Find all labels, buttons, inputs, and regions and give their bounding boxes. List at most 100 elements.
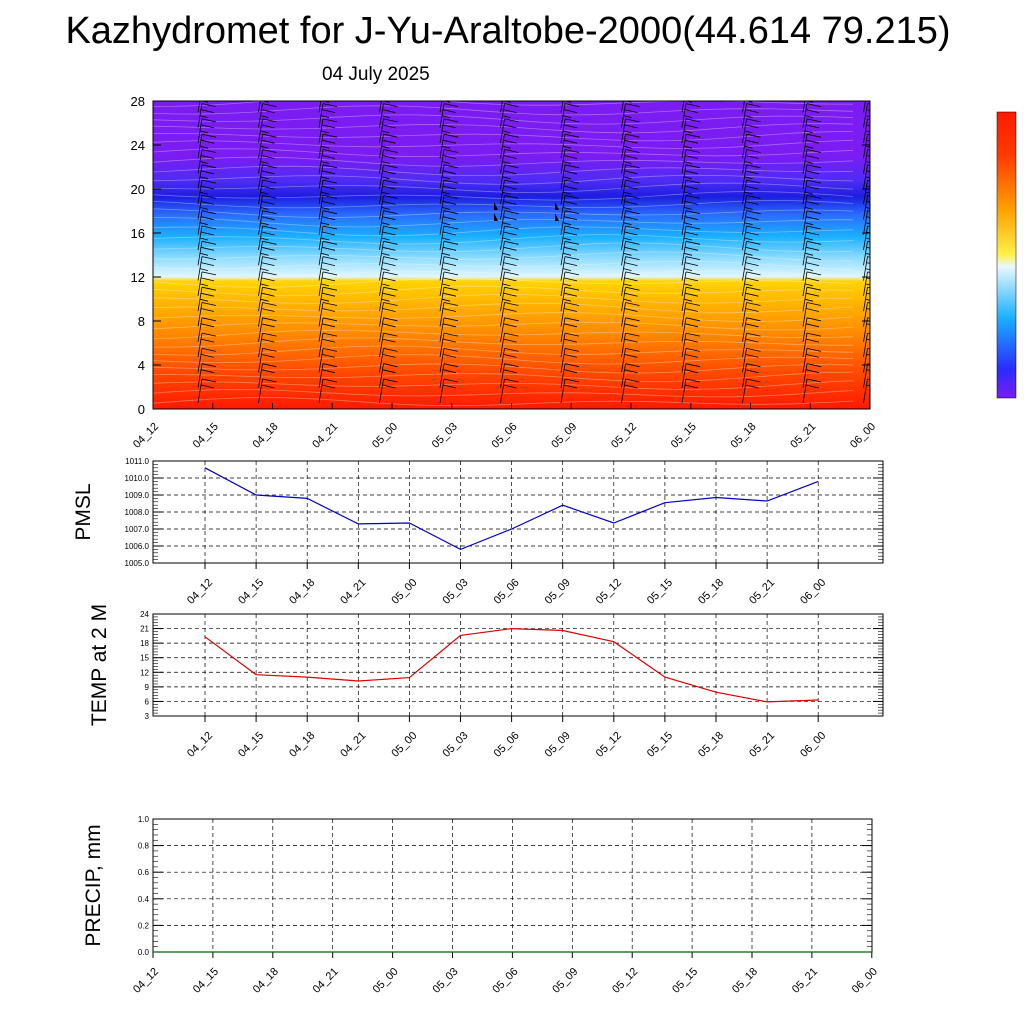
ytick-label: 1008.0 <box>125 508 150 517</box>
xtick-label: 05_03 <box>431 966 461 996</box>
wind-barb <box>439 240 459 266</box>
contour-line <box>153 345 854 356</box>
wind-barb <box>318 286 338 312</box>
contour-line <box>153 363 854 374</box>
cs-xtick-label: 04_21 <box>310 421 340 451</box>
wind-barb <box>439 348 459 373</box>
wind-barb <box>742 210 761 235</box>
cs-ytick-label: 24 <box>131 138 145 153</box>
wind-barb <box>318 225 338 251</box>
wind-barb <box>318 271 338 296</box>
wind-barb <box>681 302 701 327</box>
contour-line <box>153 234 854 245</box>
page-subtitle: 04 July 2025 <box>322 64 430 85</box>
wind-barb <box>681 164 701 189</box>
wind-barb <box>802 210 822 235</box>
wind-barb <box>379 164 398 189</box>
wind-barb <box>258 332 277 358</box>
wind-barb <box>439 378 459 404</box>
wind-barb <box>802 164 822 189</box>
wind-barb <box>681 225 701 251</box>
wind-barb <box>742 378 761 404</box>
xtick-label: 05_09 <box>550 966 580 996</box>
ytick-label: 0.4 <box>138 895 150 904</box>
wind-barb <box>197 363 217 388</box>
xtick-label: 05_21 <box>747 730 777 760</box>
wind-barb <box>681 103 701 128</box>
cs-xtick-label: 05_09 <box>549 421 579 451</box>
axis-title: TEMP at 2 M <box>88 604 111 726</box>
wind-barb <box>258 149 277 174</box>
wind-barb <box>379 332 398 358</box>
xtick-label: 05_00 <box>389 730 419 760</box>
wind-barb <box>318 332 338 358</box>
contour-line <box>153 312 854 323</box>
wind-barb <box>439 179 459 205</box>
cs-xtick-label: 06_00 <box>848 421 878 451</box>
cross-section-panel: 0 4 8 12 16 20 24 28 04_12 04_15 04_18 04_21 05_00 05… <box>131 94 879 451</box>
xtick-label: 05_18 <box>730 966 760 996</box>
wind-barb <box>500 149 519 174</box>
xtick-label: 05_12 <box>610 966 640 996</box>
wind-barb <box>379 302 398 327</box>
xtick-label: 05_12 <box>594 730 624 760</box>
panel-frame <box>152 613 884 717</box>
wind-barb <box>258 271 277 296</box>
wind-barb <box>560 149 580 174</box>
wind-barb <box>742 179 761 205</box>
wind-barb <box>197 240 217 266</box>
wind-barb <box>742 133 761 159</box>
wind-barb <box>681 286 701 312</box>
wind-barb <box>560 133 580 159</box>
wind-barb <box>258 164 277 189</box>
wind-barb <box>560 271 580 296</box>
ytick-label: 0.8 <box>138 842 150 851</box>
colorbar <box>996 111 1017 399</box>
ytick-label: 0.6 <box>138 868 150 877</box>
wind-barb <box>258 363 277 388</box>
ytick-label: 3 <box>145 712 150 721</box>
wind-barb <box>379 179 398 205</box>
axis-title: PRECIP, mm <box>82 824 105 946</box>
wind-barb <box>621 378 640 404</box>
ytick-label: 1006.0 <box>125 542 150 551</box>
wind-barb <box>621 332 640 358</box>
xtick-label: 05_15 <box>645 577 675 607</box>
wind-barb <box>621 240 640 266</box>
xtick-label: 04_12 <box>131 966 161 996</box>
wind-barb <box>560 348 580 373</box>
wind-barb <box>802 118 822 143</box>
xtick-label: 05_09 <box>543 577 573 607</box>
wind-barb <box>197 256 217 281</box>
xtick-label: 04_18 <box>287 730 317 760</box>
wind-barb <box>681 256 701 281</box>
wind-barb <box>802 302 822 327</box>
cs-ytick-label: 12 <box>131 270 145 285</box>
wind-barb <box>681 118 701 143</box>
wind-barb <box>802 103 822 128</box>
cs-ytick-label: 4 <box>138 358 145 373</box>
wind-barb <box>379 103 398 128</box>
cs-xtick-label: 05_15 <box>669 421 699 451</box>
wind-barb <box>258 317 277 342</box>
xtick-label: 06_00 <box>798 730 828 760</box>
wind-barb <box>500 348 519 373</box>
cs-xtick-label: 05_06 <box>490 421 520 451</box>
wind-barb <box>258 179 277 205</box>
wind-barb <box>742 271 761 296</box>
wind-barb <box>802 332 822 358</box>
wind-barb <box>439 149 459 174</box>
cs-xtick-label: 04_15 <box>191 421 221 451</box>
cs-xtick-label: 05_12 <box>609 421 639 451</box>
wind-barb <box>621 363 640 388</box>
wind-barb <box>318 149 338 174</box>
wind-barb <box>258 118 277 143</box>
ytick-label: 1005.0 <box>125 559 150 568</box>
wind-barb <box>621 225 640 251</box>
wind-barb <box>681 133 701 159</box>
wind-barb <box>379 240 398 266</box>
xtick-label: 04_15 <box>191 966 221 996</box>
contour-line <box>153 131 854 142</box>
wind-barb <box>318 378 338 404</box>
wind-barb <box>500 133 519 159</box>
